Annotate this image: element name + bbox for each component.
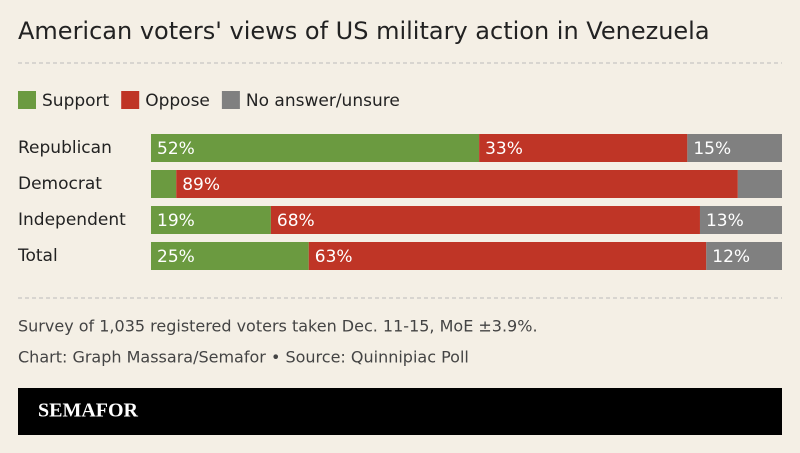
bar-segment [176,170,738,198]
bar-segment [270,206,700,234]
y-tick-label: Democrat [18,174,102,194]
legend-label: No answer/unsure [246,91,400,111]
y-tick-label: Total [17,246,58,266]
bar-segment [706,242,782,270]
legend-label: Support [42,91,110,111]
legend-swatch [18,91,36,109]
legend-label: Oppose [145,91,210,111]
value-label: 12% [712,247,750,267]
bar-segment [151,242,309,270]
legend-swatch [221,91,240,109]
value-label: 19% [157,211,195,231]
bar-segment [687,134,782,162]
value-label: 15% [693,139,731,159]
value-label: 68% [277,211,315,231]
y-tick-label: Independent [18,210,126,230]
legend-swatch [121,91,140,109]
value-label: 13% [706,211,744,231]
bar-segment [308,242,707,270]
bar-segment [151,134,480,162]
footnote: Survey of 1,035 registered voters taken … [18,317,538,336]
bar-segment [151,170,177,198]
bar-segment [151,206,271,234]
chart-title: American voters' views of US military ac… [18,17,710,45]
value-label: 33% [485,139,523,159]
value-label: 89% [182,175,220,195]
credit: Chart: Graph Massara/Semafor • Source: Q… [18,348,469,367]
brand: SEMAFOR [38,400,139,422]
value-label: 25% [157,247,195,267]
bar-segment [737,170,782,198]
value-label: 52% [157,139,195,159]
brand-bar [18,388,782,435]
y-tick-label: Republican [18,138,112,158]
bar-segment [479,134,688,162]
bar-segment [699,206,782,234]
value-label: 63% [315,247,353,267]
